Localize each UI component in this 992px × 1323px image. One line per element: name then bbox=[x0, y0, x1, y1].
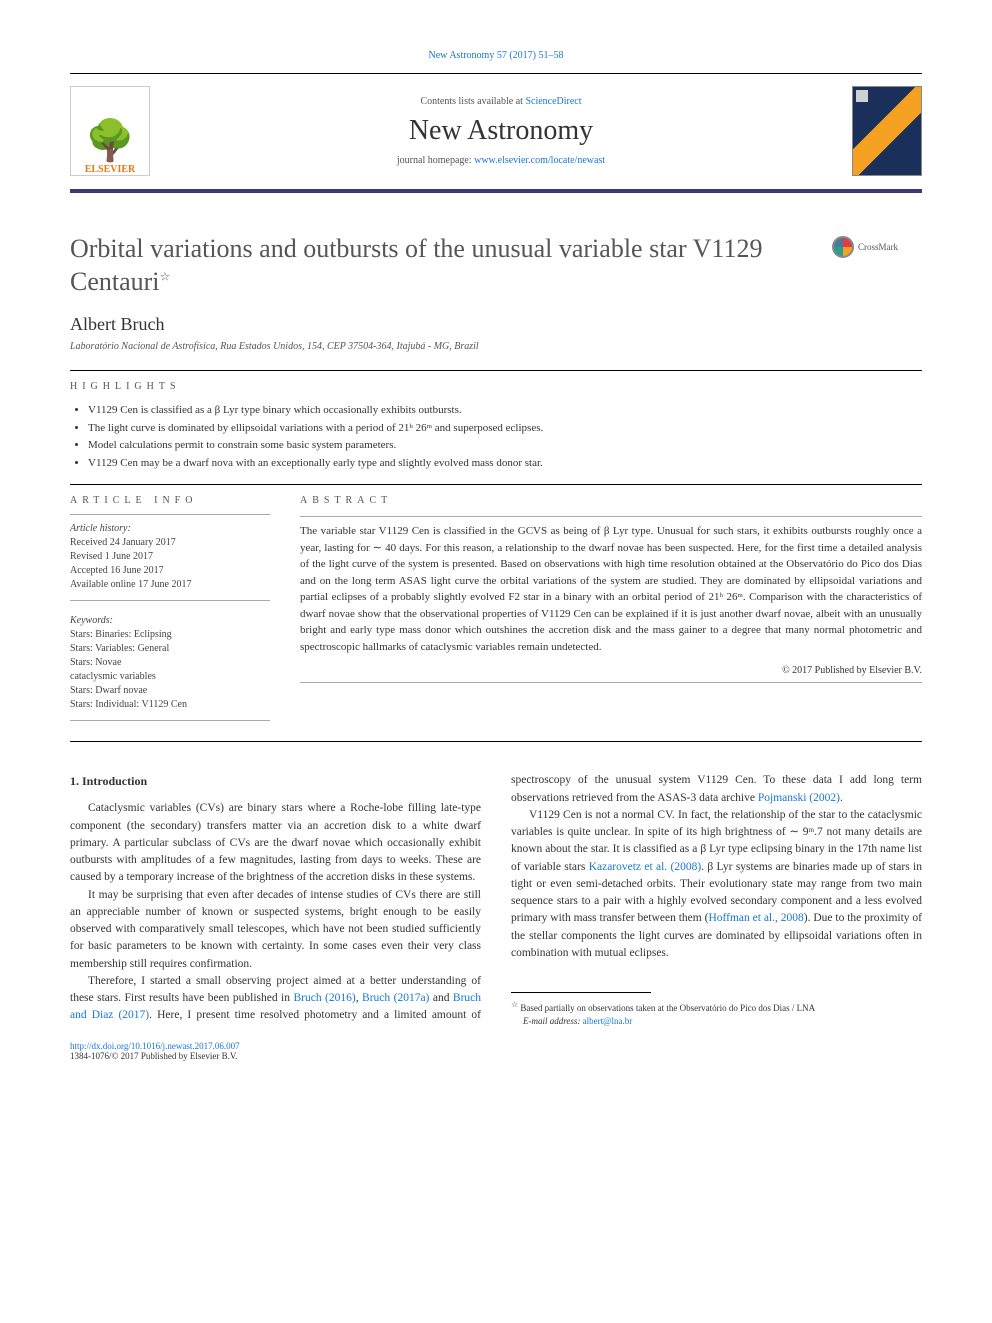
footnote-rule bbox=[511, 992, 651, 993]
intro-p1: Cataclysmic variables (CVs) are binary s… bbox=[70, 800, 481, 886]
keyword: Stars: Binaries: Eclipsing bbox=[70, 628, 270, 642]
body-columns: 1. Introduction Cataclysmic variables (C… bbox=[70, 772, 922, 1027]
keyword: Stars: Individual: V1129 Cen bbox=[70, 698, 270, 712]
ref-link[interactable]: Pojmanski (2002) bbox=[758, 792, 840, 804]
abstract-label: ABSTRACT bbox=[300, 495, 922, 506]
elsevier-label: ELSEVIER bbox=[85, 164, 136, 175]
rule bbox=[70, 600, 270, 601]
journal-name: New Astronomy bbox=[150, 115, 852, 147]
history-line: Accepted 16 June 2017 bbox=[70, 564, 270, 578]
title-text: Orbital variations and outbursts of the … bbox=[70, 234, 762, 296]
abstract-copyright: © 2017 Published by Elsevier B.V. bbox=[300, 665, 922, 676]
highlight-item: V1129 Cen is classified as a β Lyr type … bbox=[88, 402, 922, 420]
footnote-star-icon: ☆ bbox=[511, 1000, 518, 1009]
author-name: Albert Bruch bbox=[70, 314, 922, 335]
elsevier-tree-icon: 🌳 bbox=[85, 117, 135, 164]
highlights-list: V1129 Cen is classified as a β Lyr type … bbox=[88, 402, 922, 472]
issn-line: 1384-1076/© 2017 Published by Elsevier B… bbox=[70, 1051, 237, 1061]
body-section: 1. Introduction Cataclysmic variables (C… bbox=[70, 772, 922, 1027]
keyword: Stars: Novae bbox=[70, 656, 270, 670]
intro-heading: 1. Introduction bbox=[70, 772, 481, 790]
elsevier-logo: 🌳 ELSEVIER bbox=[70, 86, 150, 176]
homepage-prefix: journal homepage: bbox=[397, 155, 474, 166]
history-line: Received 24 January 2017 bbox=[70, 536, 270, 550]
ref-link[interactable]: Kazarovetz et al. (2008) bbox=[589, 861, 701, 873]
rule bbox=[70, 370, 922, 371]
journal-header: 🌳 ELSEVIER Contents lists available at S… bbox=[70, 73, 922, 193]
rule bbox=[70, 720, 270, 721]
rule bbox=[70, 484, 922, 485]
email-link[interactable]: albert@lna.br bbox=[583, 1016, 633, 1026]
keywords-label: Keywords: bbox=[70, 615, 270, 626]
article-info-label: ARTICLE INFO bbox=[70, 495, 270, 506]
history-label: Article history: bbox=[70, 523, 270, 534]
sciencedirect-link[interactable]: ScienceDirect bbox=[525, 96, 581, 107]
history-line: Revised 1 June 2017 bbox=[70, 550, 270, 564]
text: and bbox=[429, 992, 453, 1004]
journal-cover-thumb bbox=[852, 86, 922, 176]
contents-prefix: Contents lists available at bbox=[420, 96, 525, 107]
intro-p4: V1129 Cen is not a normal CV. In fact, t… bbox=[511, 807, 922, 962]
rule bbox=[70, 741, 922, 742]
crossmark-label: CrossMark bbox=[858, 242, 898, 252]
text: . bbox=[840, 792, 843, 804]
title-area: Orbital variations and outbursts of the … bbox=[70, 233, 922, 298]
header-center: Contents lists available at ScienceDirec… bbox=[150, 96, 852, 166]
ref-link[interactable]: Bruch (2017a) bbox=[362, 992, 429, 1004]
doi-block: http://dx.doi.org/10.1016/j.newast.2017.… bbox=[70, 1041, 922, 1061]
keyword: Stars: Variables: General bbox=[70, 642, 270, 656]
highlight-item: The light curve is dominated by ellipsoi… bbox=[88, 420, 922, 438]
crossmark-icon bbox=[832, 236, 854, 258]
abstract-text: The variable star V1129 Cen is classifie… bbox=[300, 523, 922, 655]
info-abstract-row: ARTICLE INFO Article history: Received 2… bbox=[70, 495, 922, 729]
highlights-label: HIGHLIGHTS bbox=[70, 381, 922, 392]
keyword: Stars: Dwarf novae bbox=[70, 684, 270, 698]
doi-link[interactable]: http://dx.doi.org/10.1016/j.newast.2017.… bbox=[70, 1041, 240, 1051]
highlight-item: V1129 Cen may be a dwarf nova with an ex… bbox=[88, 455, 922, 473]
homepage-link[interactable]: www.elsevier.com/locate/newast bbox=[474, 155, 605, 166]
highlight-item: Model calculations permit to constrain s… bbox=[88, 437, 922, 455]
footnote: ☆ Based partially on observations taken … bbox=[511, 999, 922, 1027]
rule bbox=[300, 682, 922, 683]
homepage-line: journal homepage: www.elsevier.com/locat… bbox=[150, 155, 852, 166]
intro-p2: It may be surprising that even after dec… bbox=[70, 887, 481, 973]
crossmark-badge[interactable]: CrossMark bbox=[832, 233, 922, 261]
contents-line: Contents lists available at ScienceDirec… bbox=[150, 96, 852, 107]
email-label: E-mail address: bbox=[523, 1016, 583, 1026]
ref-link[interactable]: Hoffman et al., 2008 bbox=[708, 912, 803, 924]
top-citation: New Astronomy 57 (2017) 51–58 bbox=[70, 50, 922, 61]
title-footnote-star: ☆ bbox=[160, 269, 171, 283]
keyword: cataclysmic variables bbox=[70, 670, 270, 684]
rule bbox=[70, 514, 270, 515]
footnote-text: Based partially on observations taken at… bbox=[520, 1003, 815, 1013]
history-line: Available online 17 June 2017 bbox=[70, 578, 270, 592]
paper-title: Orbital variations and outbursts of the … bbox=[70, 233, 832, 298]
ref-link[interactable]: Bruch (2016) bbox=[293, 992, 355, 1004]
header-inner: 🌳 ELSEVIER Contents lists available at S… bbox=[70, 86, 922, 176]
article-info-col: ARTICLE INFO Article history: Received 2… bbox=[70, 495, 270, 729]
page-root: New Astronomy 57 (2017) 51–58 🌳 ELSEVIER… bbox=[0, 0, 992, 1111]
rule bbox=[300, 516, 922, 517]
author-affiliation: Laboratório Nacional de Astrofísica, Rua… bbox=[70, 341, 922, 352]
abstract-col: ABSTRACT The variable star V1129 Cen is … bbox=[300, 495, 922, 729]
